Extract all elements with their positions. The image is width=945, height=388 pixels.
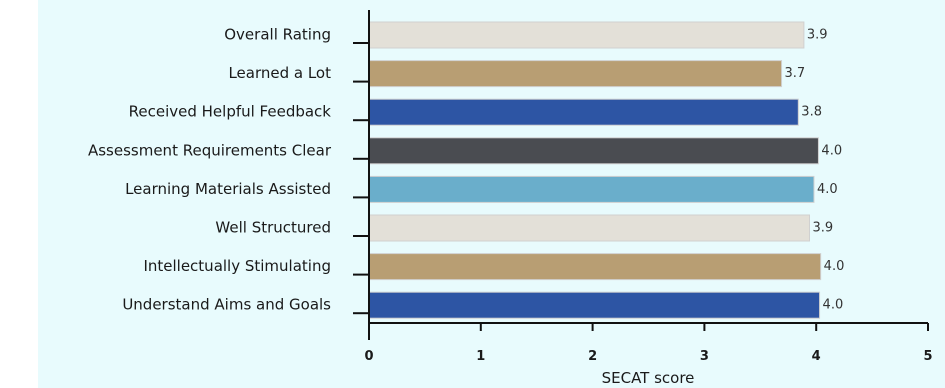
- data-label: 4.0: [824, 259, 845, 274]
- data-label: 3.8: [801, 105, 822, 120]
- bar-received-helpful-feedback: [368, 98, 799, 126]
- bar-learning-materials-assisted: [368, 175, 815, 203]
- x-tick-label: 5: [923, 349, 932, 364]
- category-label: Received Helpful Feedback: [129, 103, 332, 121]
- category-label: Learning Materials Assisted: [125, 180, 331, 198]
- bar-assessment-requirements-clear: [368, 137, 819, 165]
- x-tick-label: 4: [812, 349, 821, 364]
- data-label: 3.9: [812, 221, 833, 236]
- category-label: Understand Aims and Goals: [122, 296, 331, 314]
- category-label: Overall Rating: [224, 26, 331, 44]
- x-tick-label: 1: [476, 349, 485, 364]
- bar-intellectually-stimulating: [368, 253, 822, 281]
- data-label: 3.7: [785, 66, 806, 81]
- data-label: 3.9: [807, 28, 828, 43]
- x-tick-label: 2: [588, 349, 597, 364]
- category-label: Assessment Requirements Clear: [88, 141, 332, 159]
- x-tick-label: 3: [700, 349, 709, 364]
- x-axis-title: SECAT score: [602, 369, 695, 387]
- data-label: 4.0: [823, 298, 844, 313]
- bar-well-structured: [368, 214, 810, 242]
- bar-overall-rating: [368, 21, 805, 49]
- x-tick-label: 0: [364, 349, 373, 364]
- data-label: 4.0: [821, 143, 842, 158]
- category-label: Intellectually Stimulating: [143, 257, 331, 275]
- bar-understand-aims-and-goals: [368, 291, 821, 319]
- bar-learned-a-lot: [368, 60, 783, 88]
- category-label: Learned a Lot: [228, 64, 331, 82]
- category-label: Well Structured: [215, 219, 331, 237]
- data-label: 4.0: [817, 182, 838, 197]
